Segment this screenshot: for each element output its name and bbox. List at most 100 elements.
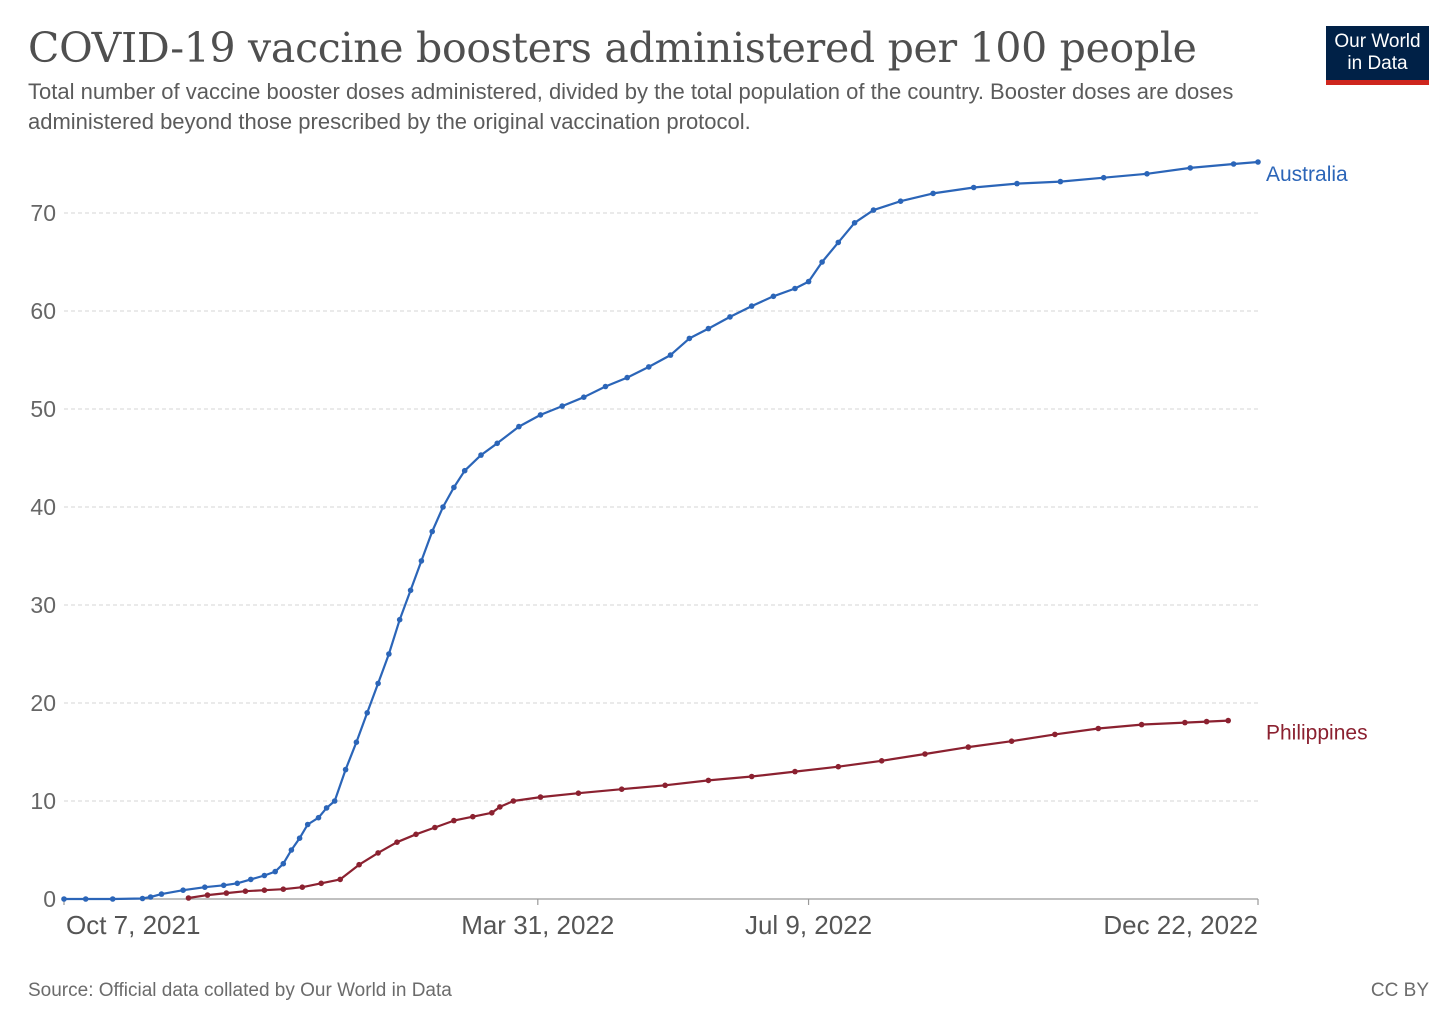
data-point-australia[interactable] (581, 394, 587, 401)
data-point-australia[interactable] (646, 364, 652, 370)
data-point-australia[interactable] (429, 528, 436, 535)
data-point-australia[interactable] (364, 710, 371, 716)
data-point-australia[interactable] (851, 220, 858, 226)
data-point-australia[interactable] (440, 504, 446, 510)
data-point-philippines[interactable] (261, 887, 268, 893)
data-point-australia[interactable] (331, 798, 338, 804)
data-point-philippines[interactable] (1182, 719, 1188, 726)
data-point-philippines[interactable] (575, 790, 582, 796)
data-point-australia[interactable] (272, 868, 279, 875)
series-label-australia[interactable]: Australia (1266, 163, 1348, 186)
series-line-australia[interactable] (64, 160, 1259, 901)
owid-logo[interactable]: Our World in Data (1326, 26, 1429, 85)
data-point-philippines[interactable] (185, 895, 192, 901)
data-point-philippines[interactable] (878, 758, 885, 764)
data-point-australia[interactable] (930, 190, 936, 197)
data-point-philippines[interactable] (497, 804, 503, 810)
data-point-australia[interactable] (705, 325, 712, 332)
data-point-australia[interactable] (870, 207, 877, 213)
data-point-australia[interactable] (537, 412, 544, 418)
data-point-philippines[interactable] (1225, 717, 1231, 724)
data-point-australia[interactable] (288, 847, 295, 853)
data-point-philippines[interactable] (618, 786, 625, 792)
data-point-australia[interactable] (323, 805, 330, 811)
data-point-australia[interactable] (1057, 178, 1064, 185)
data-point-australia[interactable] (792, 285, 798, 292)
data-point-philippines[interactable] (1052, 731, 1058, 738)
data-point-philippines[interactable] (337, 876, 344, 883)
data-point-australia[interactable] (727, 314, 733, 320)
data-point-australia[interactable] (461, 467, 468, 474)
data-point-philippines[interactable] (792, 768, 798, 775)
data-point-australia[interactable] (202, 884, 208, 890)
data-point-australia[interactable] (516, 423, 522, 430)
series-line-philippines[interactable] (188, 719, 1229, 900)
data-point-australia[interactable] (686, 335, 693, 342)
data-point-philippines[interactable] (432, 824, 438, 831)
data-point-australia[interactable] (396, 616, 403, 623)
data-point-australia[interactable] (304, 821, 311, 828)
data-point-australia[interactable] (158, 891, 165, 897)
data-point-philippines[interactable] (835, 763, 842, 770)
data-point-philippines[interactable] (965, 744, 972, 750)
data-point-australia[interactable] (315, 814, 322, 821)
data-point-australia[interactable] (494, 440, 501, 447)
data-point-philippines[interactable] (413, 831, 419, 838)
data-point-philippines[interactable] (242, 888, 249, 894)
data-point-australia[interactable] (248, 876, 254, 883)
data-point-australia[interactable] (61, 896, 67, 902)
data-point-philippines[interactable] (537, 794, 544, 800)
data-point-philippines[interactable] (356, 861, 362, 868)
data-point-australia[interactable] (82, 896, 89, 902)
data-point-australia[interactable] (418, 558, 425, 564)
data-point-australia[interactable] (1187, 165, 1194, 171)
data-point-philippines[interactable] (705, 777, 712, 784)
data-point-australia[interactable] (234, 880, 241, 887)
data-point-philippines[interactable] (204, 892, 211, 898)
data-point-philippines[interactable] (748, 773, 755, 780)
series-label-philippines[interactable]: Philippines (1266, 722, 1368, 745)
data-point-australia[interactable] (1014, 180, 1020, 187)
data-point-australia[interactable] (261, 872, 268, 879)
data-point-philippines[interactable] (1008, 738, 1015, 744)
data-point-philippines[interactable] (394, 839, 400, 845)
data-point-australia[interactable] (451, 484, 457, 491)
data-point-australia[interactable] (667, 352, 674, 358)
data-point-australia[interactable] (478, 452, 484, 458)
data-point-australia[interactable] (748, 303, 755, 309)
data-point-australia[interactable] (835, 239, 842, 246)
data-point-philippines[interactable] (510, 798, 517, 804)
data-point-philippines[interactable] (470, 813, 476, 820)
data-point-australia[interactable] (109, 896, 116, 902)
data-point-philippines[interactable] (1095, 725, 1102, 732)
data-point-philippines[interactable] (223, 890, 230, 896)
data-point-philippines[interactable] (1203, 718, 1210, 725)
data-point-australia[interactable] (386, 651, 392, 657)
data-point-australia[interactable] (147, 894, 154, 900)
data-point-philippines[interactable] (489, 810, 495, 816)
data-point-australia[interactable] (819, 259, 825, 265)
data-point-philippines[interactable] (662, 782, 668, 789)
data-point-australia[interactable] (280, 860, 287, 867)
data-point-australia[interactable] (1144, 171, 1150, 177)
data-point-australia[interactable] (375, 680, 381, 687)
data-point-australia[interactable] (1255, 159, 1261, 165)
data-point-philippines[interactable] (280, 886, 287, 892)
data-point-australia[interactable] (220, 882, 227, 889)
data-point-australia[interactable] (353, 739, 360, 745)
data-point-australia[interactable] (342, 766, 349, 773)
data-point-australia[interactable] (559, 403, 565, 409)
data-point-australia[interactable] (180, 887, 186, 893)
data-point-australia[interactable] (139, 895, 146, 902)
data-point-australia[interactable] (1100, 174, 1107, 181)
data-point-australia[interactable] (1230, 161, 1237, 167)
data-point-philippines[interactable] (922, 751, 928, 757)
data-point-australia[interactable] (770, 293, 777, 300)
data-point-australia[interactable] (805, 278, 812, 285)
data-point-australia[interactable] (897, 198, 904, 204)
data-point-philippines[interactable] (1138, 721, 1145, 728)
data-point-philippines[interactable] (299, 884, 306, 890)
data-point-australia[interactable] (407, 587, 414, 594)
data-point-philippines[interactable] (375, 850, 381, 856)
data-point-philippines[interactable] (451, 817, 457, 824)
